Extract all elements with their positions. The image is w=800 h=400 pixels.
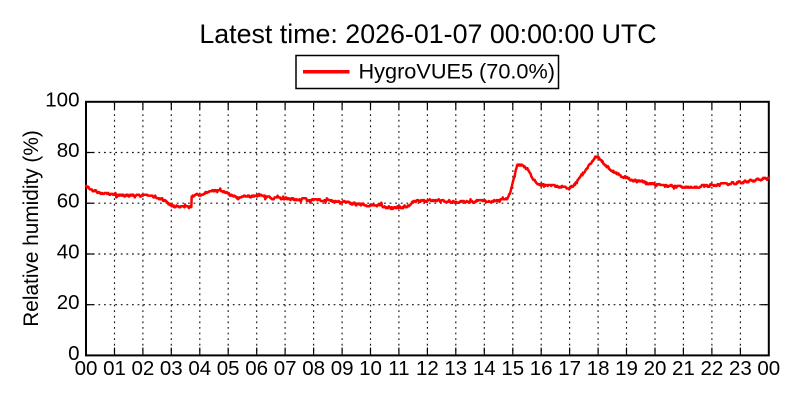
- svg-text:20: 20: [644, 357, 667, 380]
- svg-text:Relative humidity (%): Relative humidity (%): [20, 130, 43, 326]
- svg-text:16: 16: [530, 357, 553, 380]
- svg-text:04: 04: [188, 357, 211, 380]
- svg-text:10: 10: [359, 357, 382, 380]
- svg-text:23: 23: [729, 357, 752, 380]
- svg-text:08: 08: [302, 357, 325, 380]
- svg-text:18: 18: [587, 357, 610, 380]
- svg-text:80: 80: [57, 139, 80, 162]
- svg-text:09: 09: [331, 357, 354, 380]
- svg-text:40: 40: [57, 241, 80, 264]
- svg-text:00: 00: [757, 357, 780, 380]
- svg-text:Latest time: 2026-01-07 00:00:: Latest time: 2026-01-07 00:00:00 UTC: [199, 19, 656, 49]
- svg-text:07: 07: [274, 357, 297, 380]
- svg-text:21: 21: [672, 357, 695, 380]
- svg-text:11: 11: [388, 357, 409, 380]
- svg-text:100: 100: [45, 88, 79, 111]
- svg-text:12: 12: [416, 357, 439, 380]
- svg-text:03: 03: [160, 357, 183, 380]
- svg-text:05: 05: [217, 357, 240, 380]
- svg-text:14: 14: [473, 357, 496, 380]
- svg-text:20: 20: [57, 291, 80, 314]
- svg-text:17: 17: [558, 357, 581, 380]
- svg-text:60: 60: [57, 190, 80, 213]
- svg-text:01: 01: [103, 357, 126, 380]
- svg-text:0: 0: [68, 342, 79, 365]
- svg-text:HygroVUE5 (70.0%): HygroVUE5 (70.0%): [359, 59, 555, 84]
- svg-text:06: 06: [245, 357, 268, 380]
- svg-text:22: 22: [700, 357, 723, 380]
- svg-text:02: 02: [131, 357, 154, 380]
- svg-text:19: 19: [615, 357, 638, 380]
- svg-text:13: 13: [444, 357, 467, 380]
- svg-text:15: 15: [501, 357, 524, 380]
- svg-text:00: 00: [75, 357, 98, 380]
